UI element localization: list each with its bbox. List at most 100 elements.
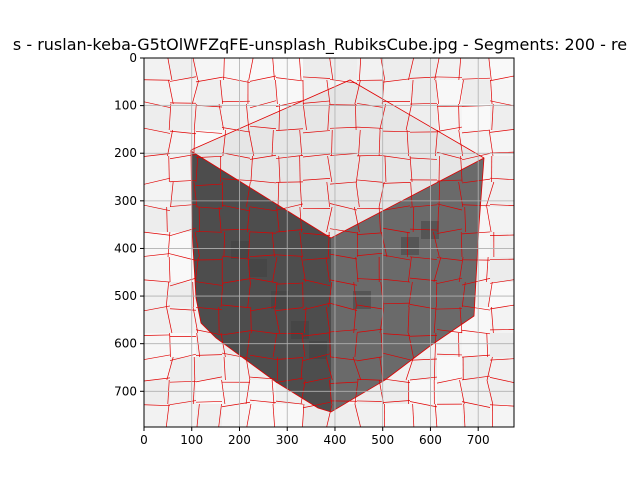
segment-boundaries — [144, 58, 514, 427]
segment-boundary — [302, 178, 331, 181]
segment-boundary — [461, 281, 466, 308]
segment-boundary — [144, 253, 171, 257]
segment-boundary — [302, 279, 331, 287]
segment-cell — [196, 380, 222, 404]
segment-boundary — [489, 75, 514, 82]
segment-boundary — [195, 230, 223, 233]
segment-boundary — [355, 256, 359, 283]
segment-boundary — [329, 104, 358, 106]
segment-boundary — [489, 279, 514, 284]
segment-boundary — [195, 155, 199, 183]
segment-boundary — [412, 206, 415, 233]
segment-boundary — [192, 379, 195, 405]
segment-boundary — [195, 206, 223, 210]
segment-boundary — [434, 332, 437, 358]
segment-boundary — [144, 127, 171, 134]
segment-boundary — [378, 181, 385, 208]
segment-boundary — [304, 306, 307, 334]
segment-cell — [144, 156, 170, 182]
y-tick-label: 300 — [114, 194, 137, 208]
segment-cell — [462, 404, 490, 427]
segment-boundary — [356, 400, 384, 402]
segment-boundary — [221, 76, 251, 83]
segment-boundary — [247, 281, 251, 308]
segment-cell — [357, 404, 383, 427]
segment-boundary — [221, 152, 251, 159]
segment-boundary — [246, 206, 251, 233]
segment-boundary — [169, 332, 171, 358]
segment-boundary — [248, 58, 254, 81]
segment-cell — [490, 257, 514, 282]
segment-cell — [330, 404, 357, 427]
segment-boundary — [356, 328, 384, 333]
segment-boundary — [249, 329, 277, 334]
segment-cell — [490, 58, 514, 80]
segment-boundary — [222, 129, 227, 157]
segment-boundary — [461, 375, 491, 381]
segment-cell — [276, 80, 303, 104]
segment-boundary — [248, 129, 255, 157]
segment-boundary — [249, 179, 277, 184]
segment-boundary — [409, 256, 438, 260]
segment-boundary — [326, 181, 330, 208]
segment-boundary — [301, 256, 306, 283]
segment-cell — [222, 357, 250, 380]
x-tick-label: 500 — [371, 433, 394, 447]
segment-boundary — [379, 306, 385, 334]
segment-boundary — [486, 206, 492, 233]
segment-boundary — [329, 126, 358, 129]
segment-boundary — [249, 254, 277, 258]
x-tick-label: 100 — [180, 433, 203, 447]
segment-boundary — [223, 356, 226, 381]
segment-boundary — [167, 231, 171, 258]
segment-cell — [250, 80, 276, 104]
segment-boundary — [382, 130, 411, 133]
segment-boundary — [299, 181, 302, 208]
segment-boundary — [193, 129, 196, 157]
segment-boundary — [302, 353, 331, 362]
segment-boundary — [221, 100, 251, 103]
segment-cell — [410, 80, 437, 104]
segment-boundary — [249, 154, 277, 160]
segment-boundary — [408, 256, 412, 283]
segment-boundary — [463, 403, 466, 427]
segment-boundary — [354, 379, 359, 405]
segment-boundary — [329, 332, 331, 358]
segment-boundary — [223, 231, 225, 258]
segment-boundary — [193, 356, 196, 381]
segment-cell — [410, 404, 437, 427]
segment-boundary — [326, 206, 333, 233]
segment-boundary — [436, 126, 463, 132]
segment-boundary — [220, 332, 226, 358]
segment-boundary — [196, 403, 200, 427]
segment-boundary — [409, 102, 438, 105]
segment-boundary — [277, 181, 280, 208]
segment-boundary — [300, 356, 304, 381]
segment-boundary — [218, 403, 222, 427]
segment-cell — [490, 282, 514, 307]
figure-title: s - ruslan-keba-G5tOlWFZqFE-unsplash_Rub… — [13, 35, 627, 55]
y-tick-label: 100 — [114, 99, 137, 113]
segment-boundary — [245, 379, 251, 405]
segment-boundary — [358, 129, 361, 157]
segment-boundary — [195, 155, 223, 158]
segment-cell — [462, 104, 490, 130]
segment-boundary — [355, 103, 357, 131]
segment-boundary — [460, 231, 463, 258]
segment-cell — [276, 404, 303, 427]
segment-boundary — [326, 79, 331, 105]
segment-cell — [309, 341, 327, 359]
segment-boundary — [327, 155, 333, 183]
segment-boundary — [195, 131, 223, 134]
segment-boundary — [218, 103, 225, 131]
segment-boundary — [461, 329, 491, 335]
segment-cell — [144, 130, 170, 156]
segment-boundary — [461, 305, 491, 311]
segment-cell — [144, 380, 170, 404]
segment-boundary — [275, 77, 304, 82]
segment-boundary — [382, 352, 411, 361]
segment-boundary — [274, 281, 278, 308]
segment-cell — [383, 380, 410, 404]
segment-boundary — [144, 204, 171, 212]
